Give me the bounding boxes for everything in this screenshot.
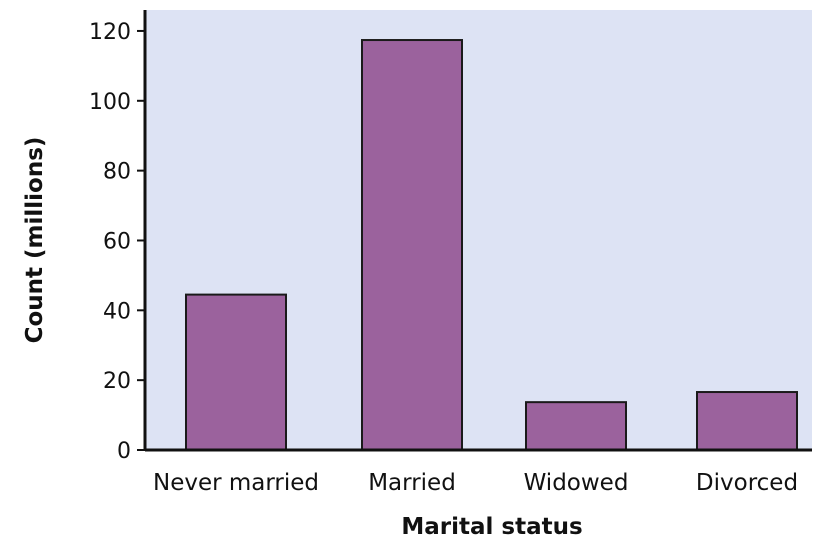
x-tick-label-widowed: Widowed [524,470,629,496]
y-tick-label: 60 [103,229,131,254]
y-tick-label: 80 [103,160,131,185]
bar-never-married [185,293,287,451]
x-tick-label-married: Married [368,470,456,496]
x-tick-label-divorced: Divorced [696,470,798,496]
y-tick-label: 40 [103,299,131,324]
y-tick-label: 20 [103,369,131,394]
y-tick-label: 0 [117,439,131,464]
y-tick-label: 120 [89,20,131,45]
x-axis-title: Marital status [401,514,582,540]
bars-group [185,39,798,452]
bar-widowed [525,401,627,451]
y-axis-title: Count (millions) [22,137,48,344]
y-axis-ticks: 0 20 40 60 80 100 120 [89,20,145,464]
x-tick-label-never-married: Never married [153,470,319,496]
x-axis-category-labels: Never married Married Widowed Divorced [153,470,798,496]
y-tick-label: 100 [89,90,131,115]
bar-married [361,39,463,452]
bar-divorced [696,391,798,451]
